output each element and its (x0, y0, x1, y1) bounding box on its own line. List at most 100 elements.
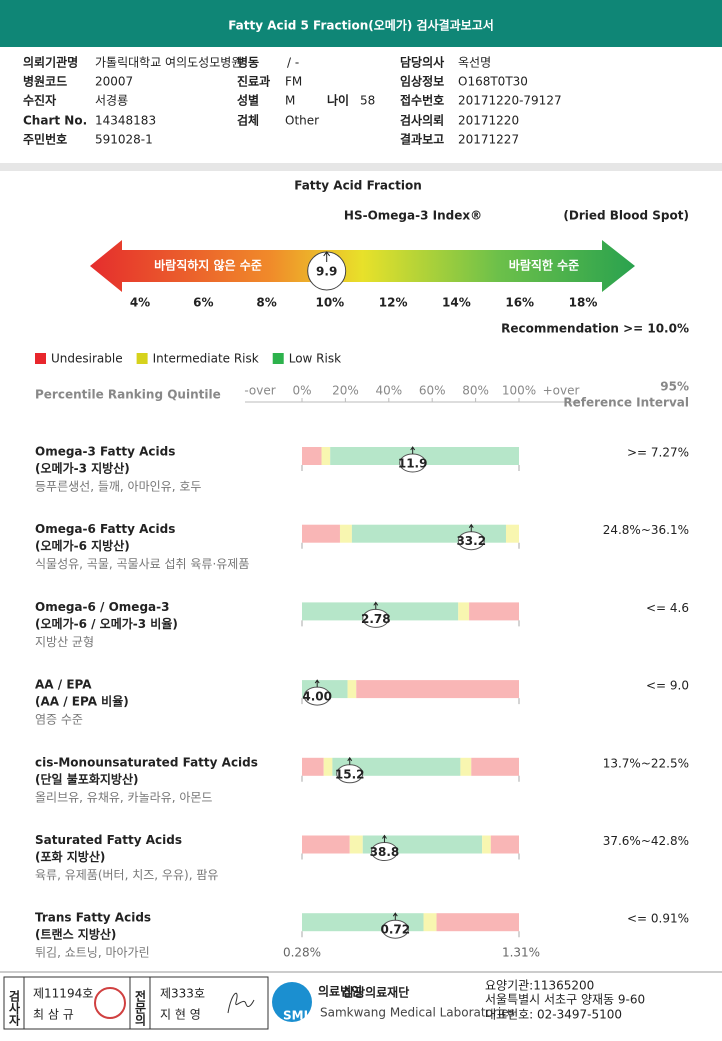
org-prefix: 의료법인 (318, 984, 362, 999)
info-value: 20171220 (458, 114, 519, 128)
range-zone (323, 757, 333, 776)
separator (0, 163, 722, 171)
row-korean: (오메가-6 / 오메가-3 비율) (35, 616, 178, 631)
index-title: HS-Omega-3 Index® (344, 209, 482, 223)
index-tick-label: 4% (130, 296, 150, 310)
doctor-name: 지 현 영 (160, 1008, 201, 1022)
row-foods: 등푸른생선, 들깨, 아마인유, 호두 (35, 480, 201, 494)
row-foods: 염증 수준 (35, 713, 83, 727)
result-marker-arrow (382, 834, 387, 843)
row-name: Omega-6 Fatty Acids (35, 522, 175, 536)
legend-swatch (136, 353, 148, 364)
row-name: Trans Fatty Acids (35, 911, 151, 925)
info-value: 가톨릭대학교 여의도성모병원 (95, 56, 242, 70)
result-value: 11.9 (398, 457, 428, 471)
result-marker-arrow (410, 446, 416, 454)
info-label: 검체 (237, 113, 259, 128)
info-value: 20171220-79127 (458, 94, 562, 108)
org-code: 요양기관:11365200 (485, 979, 594, 993)
reference-range: <= 4.6 (646, 601, 689, 615)
sign-box (3, 976, 269, 1030)
org-address: 서울특별시 서초구 양재동 9-60 (485, 993, 645, 1007)
row-name: Saturated Fatty Acids (35, 833, 182, 847)
result-value: 33.2 (456, 534, 486, 548)
result-value: 15.2 (335, 767, 365, 781)
index-tick-label: 12% (379, 296, 408, 310)
checker-name: 최 삼 규 (33, 1008, 74, 1022)
org-phone: 대표번호: 02-3497-5100 (485, 1008, 622, 1022)
result-marker-arrow (373, 601, 379, 610)
info-value: FM (285, 75, 302, 89)
percentile-tick-label: 0% (292, 384, 311, 398)
info-label: 주민번호 (23, 132, 67, 147)
result-value: 0.72 (381, 923, 411, 937)
row-foods: 육류, 유제품(버터, 치즈, 우유), 팜유 (35, 868, 218, 882)
reference-range: <= 0.91% (627, 912, 689, 926)
percentile-tick-label: 60% (419, 384, 446, 398)
result-marker-arrow (314, 679, 320, 688)
result-value: 2.78 (361, 612, 391, 626)
legend-label: Intermediate Risk (153, 352, 259, 366)
recommendation: Recommendation >= 10.0% (501, 322, 689, 336)
info-value: 58 (360, 94, 375, 108)
range-zone (339, 524, 352, 543)
index-marker-arrow (323, 251, 331, 262)
header-band (0, 0, 722, 47)
index-tick-label: 10% (315, 296, 344, 310)
ref-subtitle: Reference Interval (563, 396, 689, 410)
percentile-tick-label: 40% (375, 384, 402, 398)
info-label: 수진자 (23, 93, 56, 108)
range-zone (302, 835, 350, 854)
range-zone (505, 524, 519, 543)
info-value: 서경룡 (95, 94, 128, 108)
reference-range: 24.8%~36.1% (603, 523, 689, 537)
range-zone (330, 447, 519, 465)
range-zone (423, 913, 437, 932)
sample-type: (Dried Blood Spot) (563, 209, 689, 223)
high-zone-label: 바람직한 수준 (509, 258, 579, 273)
range-zone (471, 757, 519, 776)
index-tick-label: 14% (442, 296, 471, 310)
result-marker-arrow (468, 523, 474, 532)
info-label: 의뢰기관명 (23, 55, 78, 70)
legend-label: Low Risk (289, 352, 341, 366)
reference-range: 13.7%~22.5% (603, 756, 689, 770)
range-zone (356, 680, 519, 699)
info-label: 검사의뢰 (400, 113, 444, 128)
percentile-over-low: -over (244, 384, 275, 398)
row-foods: 튀김, 쇼트닝, 마아가린 (35, 946, 150, 960)
logo-text: SML (283, 1009, 312, 1023)
row-foods: 올리브유, 유채유, 카놀라유, 아몬드 (35, 790, 212, 804)
row-name: cis-Monounsaturated Fatty Acids (35, 755, 258, 769)
info-value: 20171227 (458, 133, 519, 147)
percentile-title: Percentile Ranking Quintile (35, 388, 221, 402)
row-korean: (트랜스 지방산) (35, 927, 116, 942)
index-tick-label: 6% (193, 296, 213, 310)
info-label: 나이 (327, 93, 349, 108)
info-label: Chart No. (23, 114, 87, 128)
result-value: 38.8 (370, 845, 400, 859)
row-korean: (오메가-3 지방산) (35, 461, 130, 476)
row-name: Omega-3 Fatty Acids (35, 445, 175, 459)
row-korean: (AA / EPA 비율) (35, 694, 129, 709)
range-zone (482, 835, 491, 854)
signature (227, 992, 255, 1014)
range-zone (302, 524, 340, 543)
row-korean: (단일 불포화지방산) (35, 771, 138, 786)
ref-title: 95% (660, 380, 689, 394)
row-korean: (오메가-6 지방산) (35, 538, 130, 553)
result-marker-arrow (392, 912, 398, 921)
info-value: Other (285, 114, 319, 128)
range-zone (436, 913, 519, 932)
reference-range: >= 7.27% (627, 446, 689, 460)
info-label: 진료과 (237, 74, 270, 89)
index-tick-label: 18% (569, 296, 598, 310)
reference-range: 37.6%~42.8% (603, 834, 689, 848)
doctor-no: 제333호 (160, 987, 205, 1001)
info-label: 병동 (237, 55, 259, 70)
result-marker-arrow (347, 756, 353, 765)
info-value: 591028-1 (95, 133, 153, 147)
row-name: Omega-6 / Omega-3 (35, 600, 169, 614)
